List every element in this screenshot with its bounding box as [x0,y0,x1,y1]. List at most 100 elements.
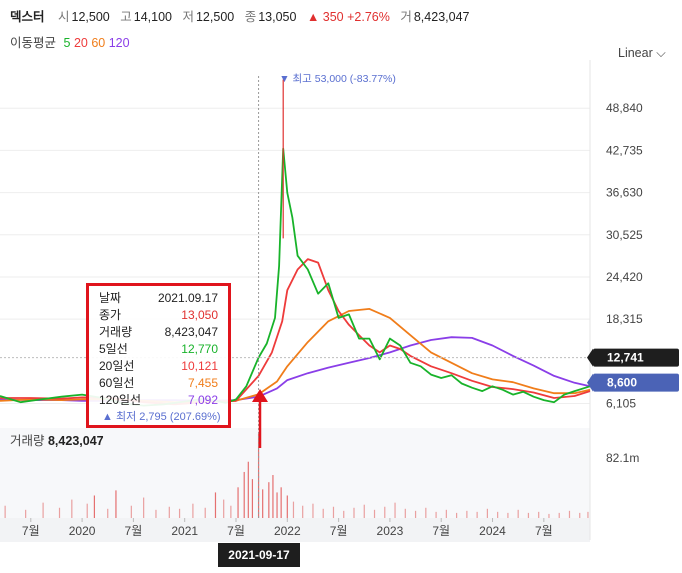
x-axis-band [0,518,590,542]
change-value: ▲ 350 +2.76% [306,10,390,24]
volume-bar [214,492,217,518]
chart-overlay: 거래량 8,423,047 ▼ 최고 53,000 (-83.77%) 12,741… [0,73,679,518]
volume-bar [384,506,386,518]
volume-bar [272,475,274,518]
volume-bar [25,509,27,518]
volume-bar [243,471,245,518]
ma-value-badge-tip [587,373,593,392]
x-tick-label: 2024 [479,524,506,538]
volume-bar [425,507,427,518]
volume-panel-bg [0,428,590,518]
high-label: 고 [120,10,132,24]
tooltip-box: 날짜 2021.09.17 종가 13,050 거래량 8,423,047 5일선 12… [86,283,231,428]
ma-value-badge [593,373,679,392]
volume-bar [322,508,324,518]
ma-legend-label: 이동평균 [10,36,57,50]
last-price-badge [593,348,679,367]
low-value: 12,500 [195,10,235,24]
volume-bar [486,508,488,518]
volume-value: 8,423,047 [413,10,470,24]
tooltip-label: 60일선 [99,376,135,390]
volume-bar [456,512,458,518]
volume-bar [86,503,88,518]
tooltip-value: 10,121 [181,359,218,373]
volume-tick-label: 82.1m [606,451,639,465]
volume-bar [466,510,468,518]
tooltip-row: 120일선 7,092 [99,392,218,409]
moving-average-legend: 이동평균 5 20 60 120 [10,32,130,51]
volume-bar [286,495,288,518]
volume-bar [93,495,95,518]
volume-bar [251,479,254,518]
volume-bar [548,513,550,518]
volume-bar [115,490,117,518]
x-tick-label: 7월 [330,524,348,538]
volume-bar [155,509,157,518]
y-tick-label: 30,525 [606,228,643,242]
volume-bar [130,505,132,518]
x-tick-label: 2020 [69,524,96,538]
volume-bar [579,512,581,518]
x-tick-label: 7월 [227,524,245,538]
low-label: 저 [182,10,194,24]
volume-bar [262,489,264,518]
annotation-arrow-head [252,389,268,402]
tooltip-value: 13,050 [181,308,218,322]
high-value: 14,100 [133,10,172,24]
y-tick-label: 36,630 [606,186,643,200]
volume-bar [312,503,314,518]
tooltip-row: 날짜 2021.09.17 [99,290,218,307]
volume-bar [230,505,232,518]
tooltip-value: 2021.09.17 [157,291,218,305]
volume-bar [353,507,355,518]
volume-bar [42,502,44,518]
volume-bar [445,509,447,518]
volume-bar [568,510,571,518]
volume-bar [558,512,560,518]
volume-bar [517,509,519,518]
y-tick-label: 42,735 [606,143,643,157]
tooltip-label: 5일선 [99,342,128,356]
volume-bar [247,461,249,518]
y-tick-label: 48,840 [606,101,643,115]
volume-bar [237,487,239,518]
volume-bar [507,512,509,518]
volume-bar [292,501,295,518]
ma-legend-60[interactable]: 60 [91,36,106,50]
ma-value-badge-text: 8,600 [607,376,637,390]
tooltip-label: 20일선 [99,359,135,373]
crosshair-date-badge: 2021-09-17 [218,543,300,567]
volume-bar [168,506,170,518]
volume-bar [4,505,6,518]
volume-bar [192,503,194,518]
x-tick-label: 7월 [432,524,450,538]
volume-bar [538,511,540,518]
tooltip-label: 120일선 [99,393,142,407]
volume-bar [280,487,282,518]
tooltip-row: 5일선 12,770 [99,341,218,358]
x-axis: 7월 2020 7월 2021 7월 2022 7월 2023 7월 2024 7월 [22,518,553,538]
volume-bar [414,510,417,518]
x-tick-label: 2021 [171,524,198,538]
ma-legend-20[interactable]: 20 [73,36,88,50]
volume-bar [178,508,181,518]
volume-bar [71,499,73,518]
tooltip-value: 12,770 [181,342,218,356]
volume-bar [143,497,145,518]
scale-dropdown[interactable]: Linear ⌵ [618,46,666,60]
volume-bar [58,507,61,518]
tooltip-row: 60일선 7,455 [99,375,218,392]
volume-bar [332,506,335,518]
x-tick-label: 7월 [535,524,553,538]
ma-legend-120[interactable]: 120 [108,36,130,50]
x-tick-label: 7월 [22,524,40,538]
volume-bar [268,482,270,518]
close-value: 13,050 [258,10,297,24]
tooltip-value: 7,092 [187,393,218,407]
ma-legend-5[interactable]: 5 [63,36,71,50]
x-tick-label: 2022 [274,524,301,538]
tooltip-value: 8,423,047 [164,325,218,339]
y-tick-label: 6,105 [606,397,636,411]
tooltip-label: 날짜 [99,291,122,305]
volume-bar [204,507,206,518]
